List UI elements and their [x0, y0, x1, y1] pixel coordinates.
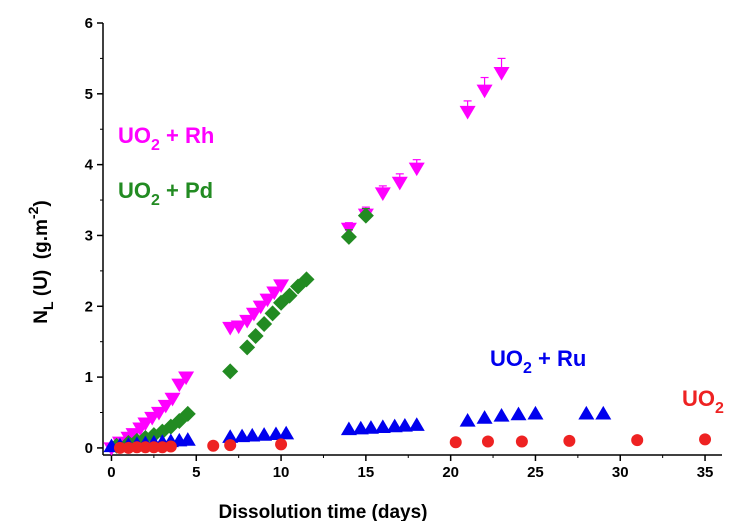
- data-point: [157, 399, 174, 414]
- data-point: [222, 363, 239, 380]
- data-point: [374, 419, 391, 433]
- data-point: [239, 314, 256, 329]
- data-point: [171, 378, 188, 393]
- series-label-uo2: UO2: [682, 386, 724, 417]
- data-point: [164, 392, 181, 407]
- data-point: [510, 406, 527, 421]
- data-point: [178, 371, 195, 386]
- x-tick-label: 5: [192, 464, 200, 481]
- data-point: [362, 420, 379, 434]
- data-point: [374, 187, 391, 201]
- series-uo2-ru: [103, 405, 612, 453]
- data-point: [222, 429, 239, 443]
- y-axis-title-exp: -2: [25, 206, 41, 219]
- data-point: [244, 427, 261, 442]
- data-point: [147, 441, 160, 454]
- data-point: [449, 436, 462, 449]
- series-label-rh: UO2 + Rh: [118, 123, 214, 154]
- y-tick-label: 1: [85, 369, 93, 386]
- data-point: [631, 434, 644, 447]
- y-axis-title-close: ): [31, 200, 52, 206]
- series-uo2-rh: [103, 57, 510, 456]
- data-point: [275, 438, 288, 451]
- axis-ticks: 0 5 10 15 20 25 30 35 0 1 2 3 4 5 6: [85, 15, 714, 481]
- data-point: [137, 417, 154, 432]
- x-tick-label: 25: [527, 464, 544, 481]
- data-point: [179, 405, 196, 422]
- data-point: [252, 300, 269, 315]
- y-tick-label: 5: [85, 86, 93, 103]
- data-point: [139, 441, 152, 454]
- series-label-pd: UO2 + Pd: [118, 178, 213, 209]
- data-point: [408, 417, 425, 431]
- data-point: [266, 286, 283, 301]
- series-label-ru: UO2 + Ru: [490, 346, 586, 377]
- data-point: [298, 271, 315, 288]
- data-point: [578, 405, 595, 420]
- y-axis-title: NL (U) (g.m-2): [25, 200, 56, 323]
- x-tick-label: 35: [697, 464, 714, 481]
- data-point: [278, 425, 295, 440]
- data-point: [396, 417, 413, 432]
- data-point: [493, 66, 510, 81]
- data-point: [113, 441, 126, 454]
- y-axis-title-sub: L: [40, 301, 56, 310]
- data-point: [493, 408, 510, 422]
- data-point: [459, 413, 476, 427]
- data-point: [224, 439, 237, 452]
- data-point: [245, 307, 262, 322]
- data-point: [281, 287, 298, 304]
- data-point: [125, 428, 142, 442]
- data-point: [247, 328, 264, 345]
- data-point: [699, 433, 712, 446]
- data-point: [391, 176, 408, 191]
- data-point: [256, 427, 273, 441]
- x-tick-label: 15: [358, 464, 375, 481]
- y-axis-title-main: N: [31, 310, 52, 324]
- svg-text:NL (U) (g.m-2): NL (U) (g.m-2): [25, 200, 56, 323]
- data-point: [259, 293, 276, 308]
- data-point: [130, 441, 143, 454]
- data-marks: [103, 57, 712, 456]
- x-tick-label: 20: [442, 464, 459, 481]
- data-point: [595, 405, 612, 420]
- data-point: [481, 435, 494, 448]
- data-point: [527, 405, 544, 420]
- data-point: [340, 421, 357, 436]
- x-axis-title: Dissolution time (days): [218, 502, 427, 521]
- data-point: [239, 339, 256, 356]
- y-tick-label: 3: [85, 227, 93, 244]
- y-tick-label: 6: [85, 15, 93, 32]
- data-point: [256, 315, 273, 332]
- data-point: [357, 207, 374, 224]
- x-tick-label: 10: [273, 464, 290, 481]
- y-axis-title-unit: (g.m: [31, 219, 52, 259]
- data-point: [273, 279, 290, 294]
- y-tick-label: 0: [85, 440, 93, 457]
- data-point: [408, 162, 425, 177]
- data-point: [179, 432, 196, 446]
- data-point: [207, 439, 220, 452]
- data-point: [476, 84, 493, 99]
- data-point: [164, 440, 177, 453]
- data-point: [264, 305, 281, 322]
- y-tick-label: 4: [85, 157, 94, 174]
- data-point: [476, 410, 493, 424]
- data-point: [150, 406, 167, 421]
- x-tick-label: 0: [107, 464, 115, 481]
- data-point: [340, 228, 357, 245]
- y-axis-title-paren: (U): [31, 270, 52, 296]
- series-uo2: [113, 433, 712, 454]
- y-tick-label: 2: [85, 298, 93, 315]
- data-point: [515, 435, 528, 448]
- data-point: [459, 105, 476, 120]
- axes-frame: [102, 23, 722, 456]
- x-tick-label: 30: [612, 464, 629, 481]
- data-point: [563, 434, 576, 447]
- data-point: [230, 320, 247, 335]
